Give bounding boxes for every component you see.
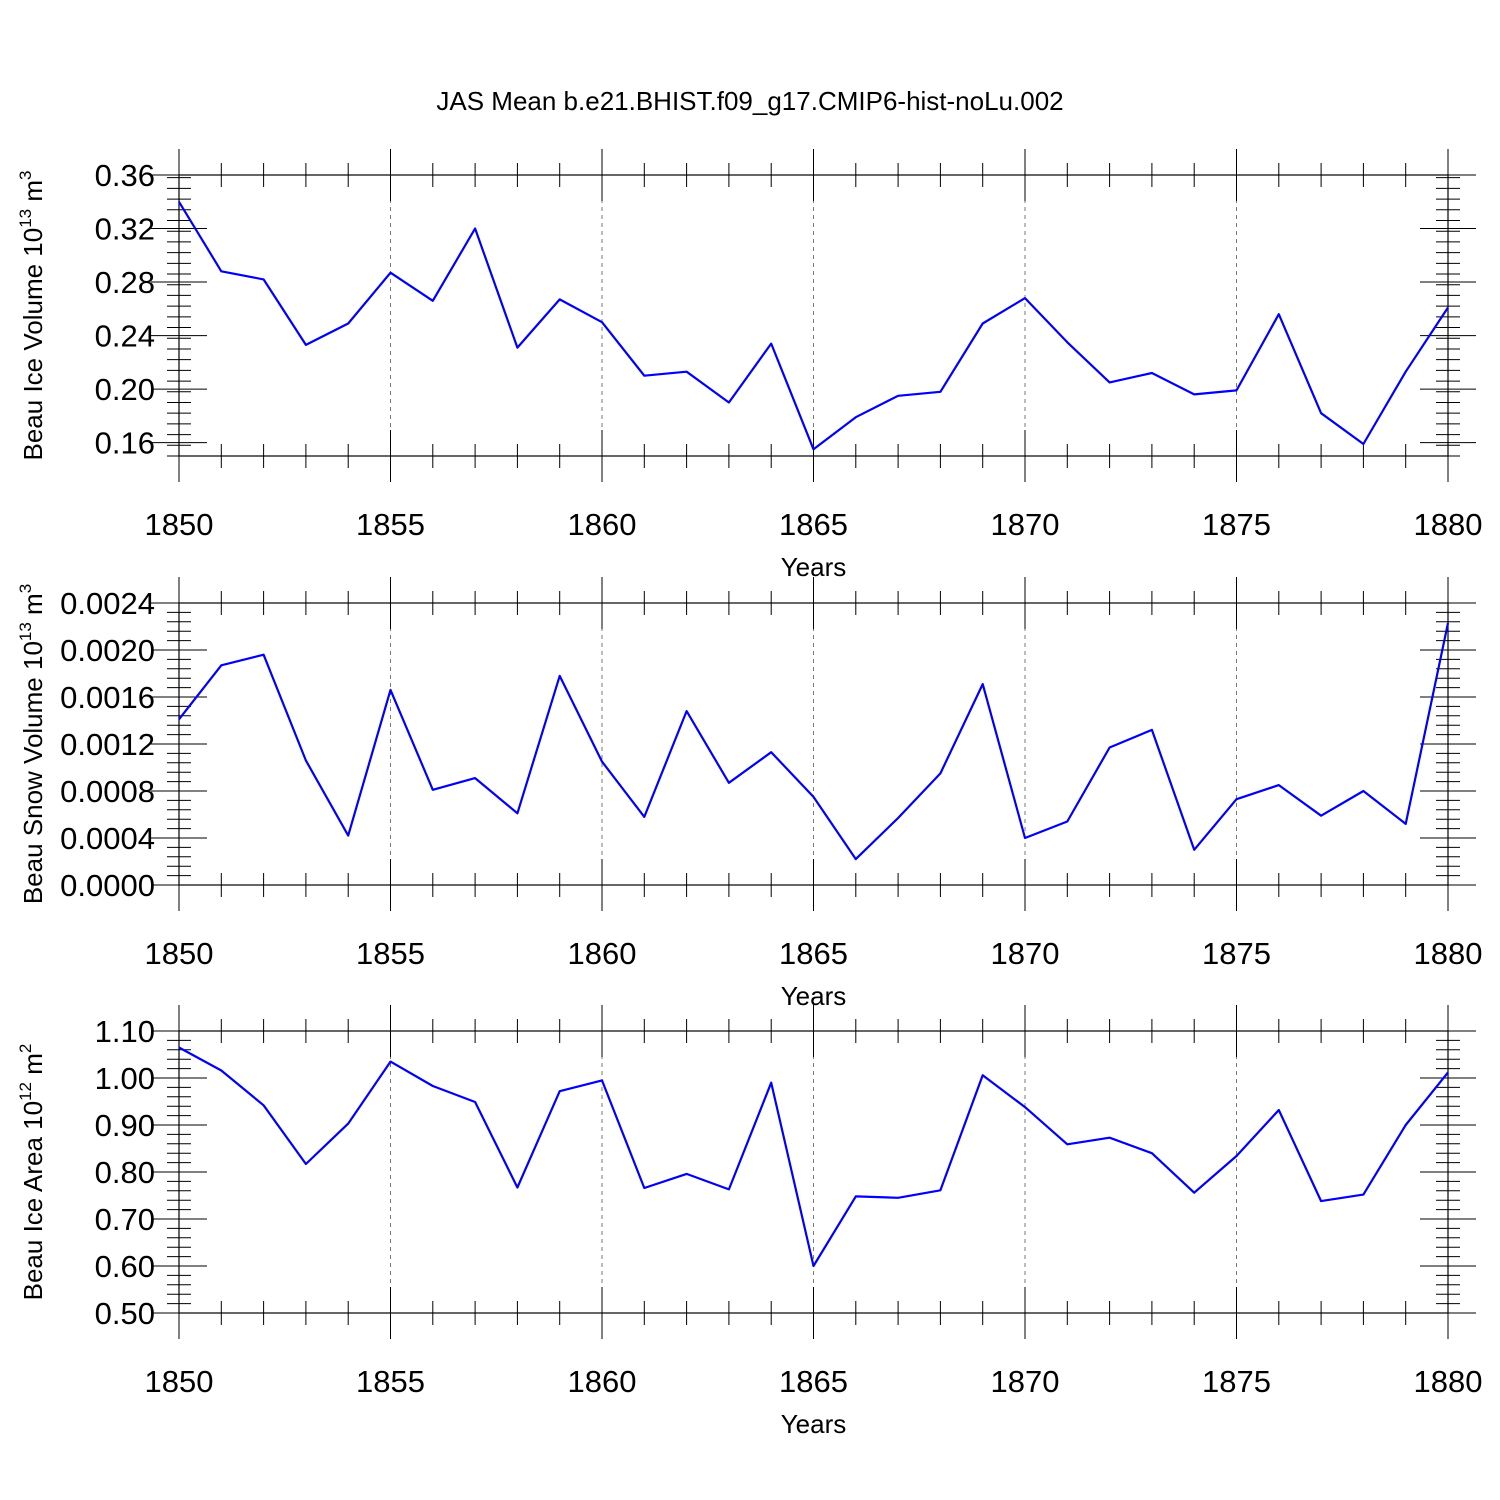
y-tick-label: 0.28 [95,265,155,300]
x-tick-label: 1875 [1202,1364,1271,1399]
x-tick-label: 1865 [779,936,848,971]
y-tick-label: 0.0008 [60,774,155,809]
x-tick-label: 1850 [145,507,214,542]
panel-1: 0.16 0.20 0.24 0.28 0.32 0.36 1850 1855 1860 1865… [16,149,1482,582]
x-tick-label: 1870 [991,507,1060,542]
y-axis-label: Beau Ice Volume 1013 m3 [16,171,48,461]
x-tick-label: 1860 [568,507,637,542]
x-tick-label: 1880 [1414,1364,1483,1399]
panel-3: 0.50 0.60 0.70 0.80 0.90 1.00 1.10 1850 1855 1860… [16,1005,1482,1439]
x-tick-label: 1880 [1414,507,1483,542]
y-tick-label: 0.0024 [60,586,155,621]
y-tick-label: 0.0020 [60,633,155,668]
series-line [178,201,1449,451]
x-tick-label: 1865 [779,507,848,542]
x-tick-label: 1860 [568,1364,637,1399]
x-tick-label: 1850 [145,1364,214,1399]
y-tick-label: 0.0004 [60,821,155,856]
x-tick-label: 1870 [991,1364,1060,1399]
x-tick-label: 1880 [1414,936,1483,971]
panel-2: 0.0000 0.0004 0.0008 0.0012 0.0016 0.0020 0.00… [16,577,1482,1011]
y-tick-label: 0.24 [95,319,155,354]
y-tick-label: 0.90 [95,1108,155,1143]
y-tick-label: 1.00 [95,1061,155,1096]
x-tick-label: 1850 [145,936,214,971]
y-axis-label: Beau Snow Volume 1013 m3 [16,584,48,904]
y-tick-label: 0.80 [95,1155,155,1190]
y-tick-label: 0.50 [95,1296,155,1331]
x-tick-label: 1855 [356,1364,425,1399]
y-tick-label: 0.70 [95,1202,155,1237]
y-tick-label: 0.0016 [60,680,155,715]
y-axis-label: Beau Ice Area 1012 m2 [16,1044,48,1301]
x-tick-label: 1855 [356,507,425,542]
y-tick-label: 0.60 [95,1249,155,1284]
x-tick-label: 1875 [1202,507,1271,542]
x-tick-label: 1865 [779,1364,848,1399]
x-axis-label: Years [781,1409,847,1439]
x-tick-label: 1855 [356,936,425,971]
y-tick-label: 0.16 [95,426,155,461]
series-line [178,1046,1449,1268]
y-tick-label: 0.32 [95,212,155,247]
y-tick-label: 0.36 [95,158,155,193]
y-tick-label: 0.0012 [60,727,155,762]
y-tick-label: 1.10 [95,1014,155,1049]
x-tick-label: 1860 [568,936,637,971]
series-line [178,622,1450,861]
x-tick-label: 1875 [1202,936,1271,971]
y-tick-label: 0.0000 [60,868,155,903]
y-tick-label: 0.20 [95,372,155,407]
figure-title: JAS Mean b.e21.BHIST.f09_g17.CMIP6-hist-… [436,86,1063,116]
x-tick-label: 1870 [991,936,1060,971]
